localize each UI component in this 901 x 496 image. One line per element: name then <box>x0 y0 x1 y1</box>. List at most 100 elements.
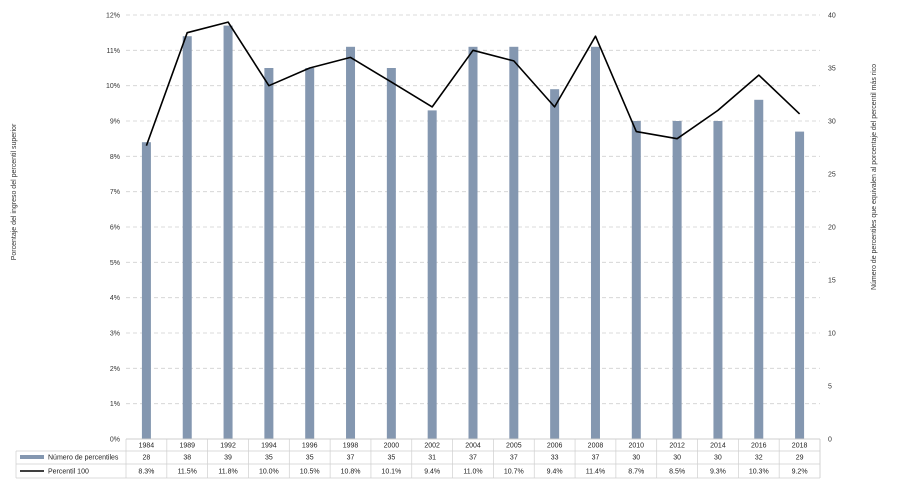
y-left-tick-label: 0% <box>110 437 120 444</box>
y-left-tick-label: 5% <box>110 260 120 267</box>
data-label: 10.0% <box>259 469 279 476</box>
data-label: 38 <box>183 455 191 462</box>
data-label: 8.5% <box>669 469 685 476</box>
data-label: 35 <box>265 455 273 462</box>
bar <box>713 121 723 439</box>
data-label: 30 <box>714 455 722 462</box>
data-label: 11.8% <box>218 469 237 476</box>
x-tick-label: 2006 <box>547 443 563 450</box>
x-tick-label: 2010 <box>629 443 645 450</box>
bar <box>509 46 519 440</box>
bar <box>754 99 764 440</box>
x-tick-label: 1994 <box>261 443 277 450</box>
data-label: 35 <box>387 455 395 462</box>
data-label: 11.5% <box>178 469 197 476</box>
data-label: 10.1% <box>381 469 401 476</box>
x-tick-label: 2005 <box>506 443 522 450</box>
y-right-tick-label: 25 <box>828 172 836 179</box>
y-right-tick-label: 35 <box>828 66 836 73</box>
x-tick-label: 1984 <box>139 443 155 450</box>
bar <box>305 68 315 439</box>
data-label: 10.7% <box>504 469 524 476</box>
bar <box>550 89 560 439</box>
data-label: 31 <box>428 455 436 462</box>
y-right-tick-label: 30 <box>828 119 836 126</box>
bar <box>795 131 805 439</box>
data-label: 9.4% <box>547 469 563 476</box>
data-label: 28 <box>143 455 151 462</box>
data-label: 10.5% <box>300 469 320 476</box>
y-right-tick-label: 20 <box>828 225 836 232</box>
y-left-tick-label: 7% <box>110 189 120 196</box>
bar <box>346 46 356 440</box>
y-left-tick-label: 2% <box>110 366 120 373</box>
data-label: 37 <box>592 455 600 462</box>
data-label: 10.8% <box>341 469 361 476</box>
y-left-tick-label: 3% <box>110 331 120 338</box>
bar-series <box>141 25 805 440</box>
y-left-tick-label: 8% <box>110 154 120 161</box>
x-tick-label: 1992 <box>220 443 236 450</box>
series-line <box>145 21 801 146</box>
data-label: 9.4% <box>424 469 440 476</box>
data-label: 11.4% <box>586 469 605 476</box>
bar <box>468 46 478 440</box>
x-tick-label: 2018 <box>792 443 808 450</box>
legend-label: Número de percentiles <box>48 455 119 462</box>
legend-swatch-bar <box>20 455 44 459</box>
y-right-tick-label: 15 <box>828 278 836 285</box>
y-left-tick-label: 12% <box>106 13 120 20</box>
y-right-tick-label: 40 <box>828 13 836 20</box>
data-label: 29 <box>796 455 804 462</box>
bar <box>386 68 396 439</box>
data-table: 1984 1989 1992 1994 1996 1998 2000 2002 2004 2005… <box>15 438 821 479</box>
data-label: 11.0% <box>463 469 482 476</box>
data-label: 10.3% <box>749 469 769 476</box>
x-tick-label: 2016 <box>751 443 767 450</box>
bar <box>264 68 274 439</box>
data-label: 9.2% <box>792 469 808 476</box>
bar <box>590 46 600 440</box>
y-left-tick-label: 4% <box>110 295 120 302</box>
x-tick-label: 2002 <box>424 443 440 450</box>
y-right-tick-label: 10 <box>828 331 836 338</box>
data-label: 30 <box>632 455 640 462</box>
y-left-tick-label: 9% <box>110 119 120 126</box>
x-tick-label: 2004 <box>465 443 481 450</box>
y-left-tick-label: 10% <box>106 83 120 90</box>
data-label: 32 <box>755 455 763 462</box>
data-label: 35 <box>306 455 314 462</box>
data-label: 37 <box>347 455 355 462</box>
x-tick-label: 2012 <box>669 443 685 450</box>
x-tick-label: 2000 <box>384 443 400 450</box>
data-label: 30 <box>673 455 681 462</box>
y-axis-left-title: Porcentaje del ingreso del percentil sup… <box>11 123 18 260</box>
bar <box>631 121 641 439</box>
x-tick-label: 2008 <box>588 443 604 450</box>
x-tick-label: 1989 <box>179 443 195 450</box>
bar <box>182 36 192 439</box>
y-right-tick-label: 5 <box>828 384 832 391</box>
data-label: 8.3% <box>138 469 154 476</box>
data-label: 33 <box>551 455 559 462</box>
bar <box>427 110 437 440</box>
x-tick-label: 1996 <box>302 443 318 450</box>
y-left-tick-label: 6% <box>110 225 120 232</box>
bar <box>141 142 151 439</box>
x-tick-label: 1998 <box>343 443 359 450</box>
bar <box>672 121 682 439</box>
x-tick-label: 2014 <box>710 443 726 450</box>
data-label: 37 <box>469 455 477 462</box>
data-label: 39 <box>224 455 232 462</box>
y-left-tick-label: 11% <box>107 48 121 55</box>
data-label: 9.3% <box>710 469 726 476</box>
y-left-tick-label: 1% <box>110 401 120 408</box>
data-label: 37 <box>510 455 518 462</box>
y-right-tick-label: 0 <box>828 437 832 444</box>
data-label: 8.7% <box>628 469 644 476</box>
y-axis-right-title: Número de percentiles que equivalen al p… <box>871 64 878 290</box>
legend-label: Percentil 100 <box>48 469 89 476</box>
line-series <box>145 21 801 146</box>
bar <box>223 25 233 439</box>
